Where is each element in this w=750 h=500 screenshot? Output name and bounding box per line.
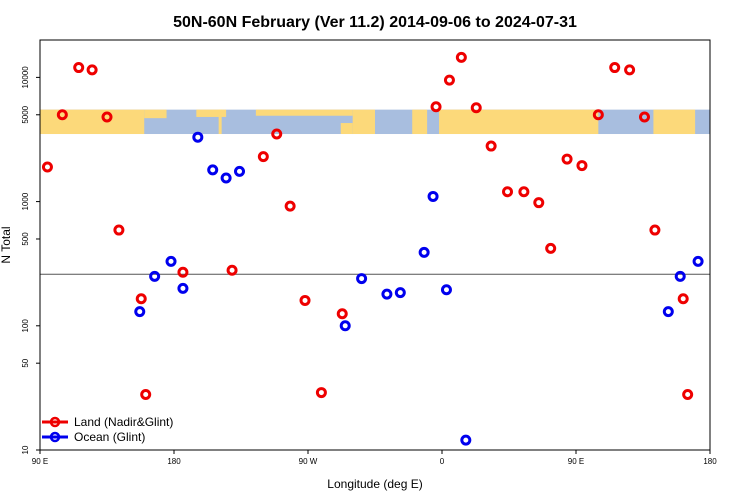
legend-label-land: Land (Nadir&Glint): [74, 415, 173, 429]
data-point-ocean: [381, 288, 393, 300]
y-axis: 10 50 100 500 1000 5000 10000: [21, 66, 40, 454]
y-tick-label: 1000: [21, 192, 30, 210]
y-axis-label: N Total: [0, 226, 13, 263]
legend: Land (Nadir&Glint) Ocean (Glint): [42, 415, 173, 444]
data-point-ocean: [356, 273, 368, 285]
y-tick-label: 10: [21, 445, 30, 454]
series-ocean: [134, 131, 704, 446]
data-point-ocean: [134, 306, 146, 318]
y-tick-label: 100: [21, 319, 30, 333]
data-point-land: [624, 64, 636, 76]
chart-title: 50N-60N February (Ver 11.2) 2014-09-06 t…: [173, 14, 577, 31]
x-tick-label: 90 E: [568, 457, 584, 466]
map-band-land: [538, 126, 591, 135]
data-point-land: [177, 266, 189, 278]
map-band-land: [218, 109, 222, 135]
legend-marker-land: [49, 416, 61, 428]
data-point-land: [41, 161, 53, 173]
data-point-land: [226, 264, 238, 276]
data-point-land: [649, 224, 661, 236]
data-point-land: [609, 62, 621, 74]
data-point-land: [73, 62, 85, 74]
data-point-land: [576, 160, 588, 172]
data-point-ocean: [149, 270, 161, 282]
data-point-land: [443, 74, 455, 86]
x-tick-label: 0: [440, 457, 445, 466]
data-points: [41, 51, 704, 446]
data-point-land: [592, 109, 604, 121]
data-point-land: [485, 140, 497, 152]
data-point-land: [113, 224, 125, 236]
data-point-land: [86, 64, 98, 76]
data-point-land: [101, 111, 113, 123]
legend-marker-ocean: [49, 431, 61, 443]
data-point-ocean: [440, 284, 452, 296]
data-point-land: [682, 388, 694, 400]
data-point-land: [470, 102, 482, 114]
map-band: [40, 109, 710, 135]
map-band-land: [653, 109, 696, 135]
data-point-land: [284, 200, 296, 212]
y-tick-label: 500: [21, 232, 30, 246]
data-point-land: [336, 308, 348, 320]
y-tick-label: 5000: [21, 105, 30, 123]
data-point-ocean: [418, 246, 430, 258]
data-point-land: [455, 51, 467, 63]
data-point-ocean: [394, 287, 406, 299]
data-point-ocean: [165, 255, 177, 267]
x-tick-label: 90 W: [299, 457, 318, 466]
legend-label-ocean: Ocean (Glint): [74, 430, 145, 444]
data-point-land: [299, 294, 311, 306]
data-point-land: [140, 388, 152, 400]
x-axis: 90 E 180 90 W 0 90 E 180: [32, 450, 717, 466]
data-point-land: [561, 153, 573, 165]
data-point-ocean: [662, 306, 674, 318]
data-point-ocean: [674, 270, 686, 282]
data-point-ocean: [427, 190, 439, 202]
legend-item-ocean: Ocean (Glint): [42, 430, 145, 444]
data-point-land: [533, 197, 545, 209]
plot-frame: [39, 39, 711, 451]
series-land: [41, 51, 694, 400]
legend-item-land: Land (Nadir&Glint): [42, 415, 173, 429]
data-point-land: [518, 186, 530, 198]
data-point-land: [135, 293, 147, 305]
data-point-ocean: [339, 320, 351, 332]
data-point-ocean: [220, 172, 232, 184]
data-point-ocean: [207, 164, 219, 176]
data-point-land: [271, 128, 283, 140]
y-tick-label: 10000: [21, 66, 30, 89]
data-point-land: [257, 151, 269, 163]
x-tick-label: 180: [703, 457, 717, 466]
map-band-land: [255, 109, 353, 116]
data-point-land: [315, 387, 327, 399]
data-point-land: [638, 111, 650, 123]
map-band-land: [352, 109, 375, 135]
data-point-land: [502, 186, 514, 198]
data-point-land: [545, 242, 557, 254]
x-tick-label: 180: [167, 457, 181, 466]
data-point-ocean: [177, 282, 189, 294]
map-band-land: [412, 109, 428, 135]
data-point-ocean: [692, 255, 704, 267]
data-point-land: [56, 109, 68, 121]
data-point-ocean: [192, 131, 204, 143]
map-band-land: [40, 109, 145, 135]
map-band-land: [144, 109, 167, 119]
y-tick-label: 50: [21, 358, 30, 367]
map-band-land: [340, 123, 353, 135]
data-point-land: [430, 101, 442, 113]
data-point-land: [677, 293, 689, 305]
data-point-ocean: [460, 434, 472, 446]
data-point-ocean: [234, 165, 246, 177]
x-tick-label: 90 E: [32, 457, 48, 466]
map-band-land: [196, 109, 227, 117]
x-axis-label: Longitude (deg E): [327, 477, 422, 491]
